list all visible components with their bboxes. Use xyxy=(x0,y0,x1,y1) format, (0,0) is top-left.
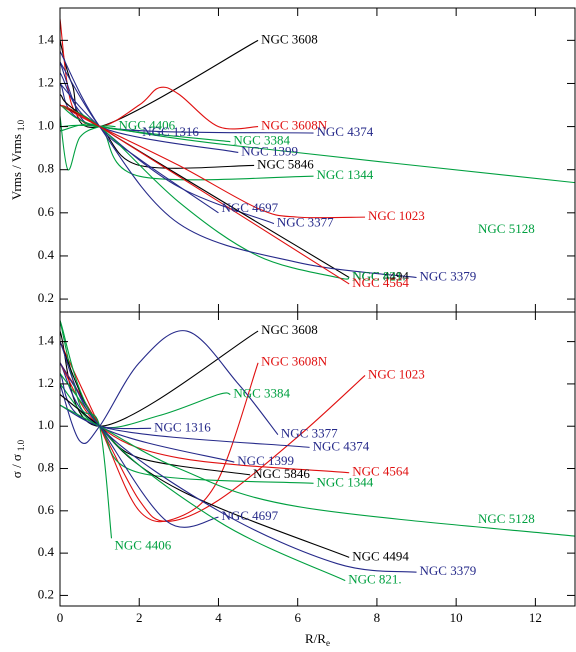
series-label: NGC 1344 xyxy=(317,474,374,489)
series-label: NGC 3384 xyxy=(233,133,290,148)
series-line xyxy=(60,362,219,528)
y-axis-label: Vrms / Vrms 1.0 xyxy=(9,119,26,200)
x-tick-label: 12 xyxy=(529,610,542,625)
y-tick-label: 0.8 xyxy=(38,460,54,475)
series-line xyxy=(60,72,239,153)
y-tick-label: 0.8 xyxy=(38,161,54,176)
series-line xyxy=(60,124,575,184)
series-label: NGC 821. xyxy=(352,268,405,283)
series-label: NGC 5128 xyxy=(478,511,535,526)
series-label: NGC 3377 xyxy=(277,215,334,230)
series-label: NGC 4564 xyxy=(352,275,409,290)
series-line xyxy=(60,394,251,476)
series-line xyxy=(60,39,259,129)
series-label: NGC 4406 xyxy=(118,118,175,133)
y-axis-label-sub: 1.0 xyxy=(16,439,26,451)
y-tick-label: 0.6 xyxy=(38,502,55,517)
series-line xyxy=(60,383,231,429)
series-line xyxy=(60,115,116,171)
series-label: NGC 1316 xyxy=(154,419,211,434)
series-label: NGC 821. xyxy=(348,572,401,587)
x-tick-label: 6 xyxy=(294,610,301,625)
series-label: NGC 5846 xyxy=(253,466,310,481)
plot-area xyxy=(60,18,575,285)
y-axis-label-sub: 1.0 xyxy=(16,119,26,131)
series-label: NGC 1399 xyxy=(241,143,298,158)
x-axis-label-main: R/R xyxy=(305,631,326,646)
plot-area xyxy=(60,320,575,582)
series-line xyxy=(60,341,259,523)
series-line xyxy=(60,373,310,448)
y-axis-label: σ / σ 1.0 xyxy=(9,439,26,478)
series-label: NGC 3608N xyxy=(261,354,328,369)
series-label: NGC 1023 xyxy=(368,208,425,223)
y-tick-label: 0.4 xyxy=(38,247,55,262)
series-line xyxy=(60,341,417,573)
series-label: NGC 4697 xyxy=(221,200,278,215)
y-tick-label: 0.2 xyxy=(38,290,54,305)
x-tick-label: 4 xyxy=(215,610,222,625)
series-label: NGC 4374 xyxy=(317,124,374,139)
x-axis-label: R/Re xyxy=(305,631,330,648)
series-label: NGC 4494 xyxy=(352,548,409,563)
series-label: NGC 3379 xyxy=(420,268,477,283)
series-label: NGC 4374 xyxy=(313,438,370,453)
y-tick-label: 0.6 xyxy=(38,204,55,219)
series-label: NGC 1316 xyxy=(142,124,199,139)
x-tick-label: 10 xyxy=(450,610,463,625)
series-line xyxy=(60,83,275,225)
x-axis-label-sub: e xyxy=(326,638,330,648)
series-label: NGC 4494 xyxy=(352,268,409,283)
series-label: NGC 3608 xyxy=(261,322,318,337)
series-label: NGC 1399 xyxy=(237,453,294,468)
series-label: NGC 4564 xyxy=(352,464,409,479)
series-line xyxy=(60,50,417,279)
series-label: NGC 4406 xyxy=(115,537,172,552)
series-label: NGC 3608 xyxy=(261,31,318,46)
series-line xyxy=(60,330,279,445)
series-label: NGC 1023 xyxy=(368,366,425,381)
series-label: NGC 1344 xyxy=(317,167,374,182)
series-line xyxy=(60,104,350,285)
y-axis-label-main: Vrms / Vrms xyxy=(9,134,24,200)
series-label: NGC 3384 xyxy=(233,385,290,400)
series-label: NGC 4697 xyxy=(221,508,278,523)
axes-frame xyxy=(59,311,576,607)
y-tick-label: 1.0 xyxy=(38,417,54,432)
y-tick-label: 1.2 xyxy=(38,375,54,390)
x-tick-label: 0 xyxy=(57,610,64,625)
series-line xyxy=(60,373,314,484)
x-tick-label: 2 xyxy=(136,610,143,625)
series-label: NGC 3377 xyxy=(281,426,338,441)
series-label: NGC 3379 xyxy=(420,563,477,578)
series-label: NGC 5846 xyxy=(257,156,314,171)
y-tick-label: 0.2 xyxy=(38,586,54,601)
y-tick-label: 1.0 xyxy=(38,118,54,133)
x-tick-label: 8 xyxy=(374,610,381,625)
y-tick-label: 0.4 xyxy=(38,544,55,559)
series-line xyxy=(60,123,314,181)
series-label: NGC 5128 xyxy=(478,221,535,236)
series-line xyxy=(60,362,350,474)
y-tick-label: 1.4 xyxy=(38,31,55,46)
series-label: NGC 3608N xyxy=(261,118,328,133)
series-line xyxy=(60,362,235,463)
y-tick-label: 1.4 xyxy=(38,333,55,348)
series-line xyxy=(60,18,259,130)
series-line xyxy=(60,320,346,582)
y-axis-label-main: σ / σ xyxy=(9,454,24,478)
y-tick-label: 1.2 xyxy=(38,74,54,89)
